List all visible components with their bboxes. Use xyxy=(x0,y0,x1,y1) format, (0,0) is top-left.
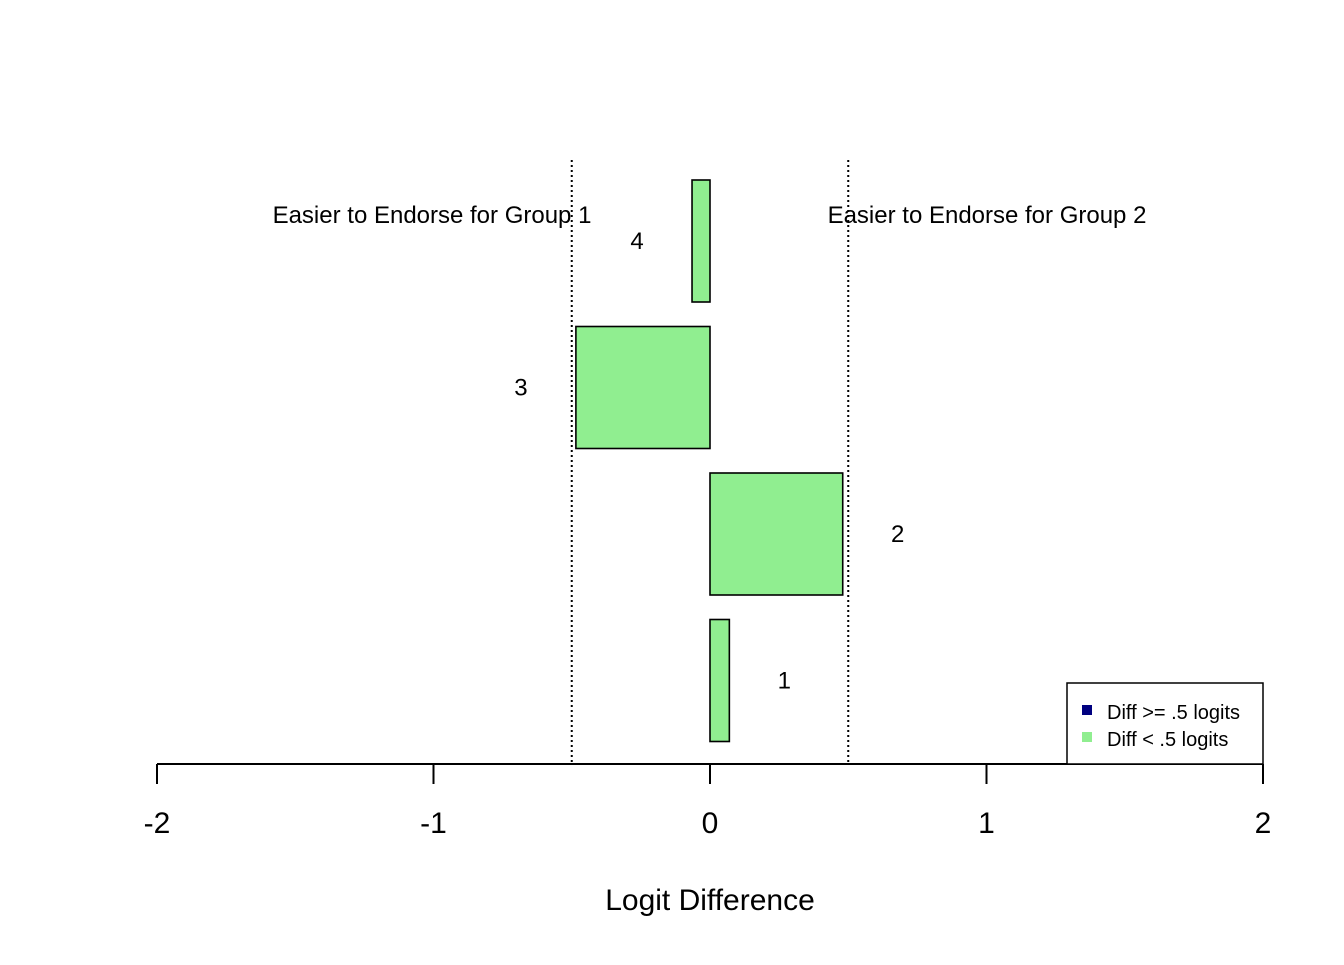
reference-lines xyxy=(570,160,850,764)
legend-swatch-diff-large xyxy=(1082,705,1092,715)
bar-item-3 xyxy=(575,325,711,450)
legend-label-diff-large: Diff >= .5 logits xyxy=(1107,702,1240,724)
legend: Diff >= .5 logits Diff < .5 logits xyxy=(1066,682,1264,765)
annotation-group-2: Easier to Endorse for Group 2 xyxy=(828,202,1147,229)
bar-label-item-3: 3 xyxy=(514,375,527,402)
x-axis-label: Logit Difference xyxy=(605,884,815,917)
legend-swatch-diff-small xyxy=(1082,732,1092,742)
bar-label-item-4: 4 xyxy=(630,228,643,255)
bar-item-2 xyxy=(709,472,844,596)
x-tick-label-1: -1 xyxy=(420,807,447,840)
bar-item-1 xyxy=(709,618,731,743)
x-axis: -2 -1 0 1 2 xyxy=(144,763,1272,840)
annotation-group-1: Easier to Endorse for Group 1 xyxy=(273,202,592,229)
legend-box xyxy=(1066,682,1264,765)
legend-label-diff-small: Diff < .5 logits xyxy=(1107,729,1228,751)
bars-layer xyxy=(575,179,844,743)
bar-item-4 xyxy=(691,179,711,303)
x-tick-label-3: 1 xyxy=(978,807,995,840)
x-tick-label-4: 2 xyxy=(1255,807,1272,840)
x-tick-label-0: -2 xyxy=(144,807,171,840)
bar-label-item-1: 1 xyxy=(778,668,791,695)
bar-labels-layer: 1 2 3 4 xyxy=(514,228,904,695)
x-tick-label-2: 0 xyxy=(702,807,719,840)
bar-label-item-2: 2 xyxy=(891,521,904,548)
